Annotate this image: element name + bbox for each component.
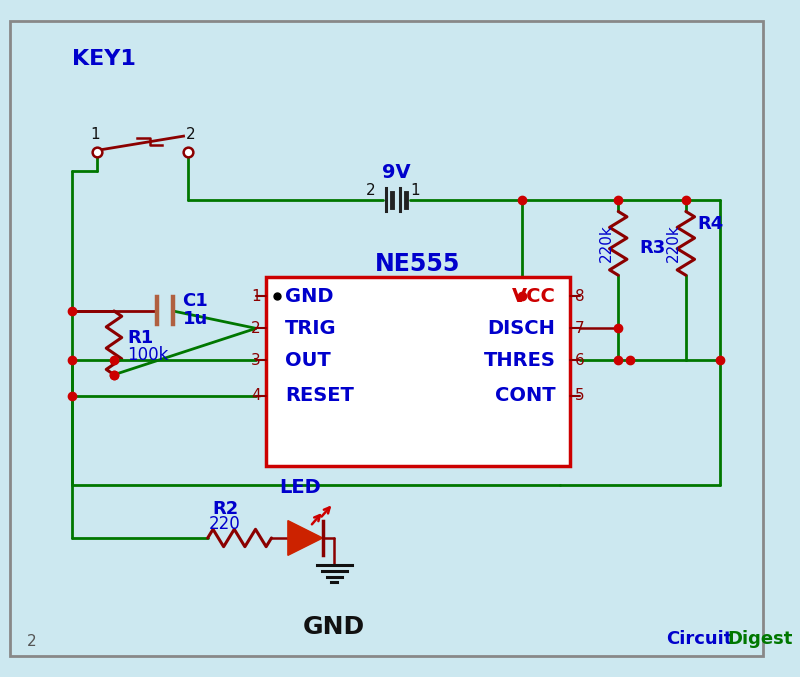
Text: C1: C1 [182, 292, 208, 310]
Text: 220: 220 [210, 515, 241, 533]
Text: TRIG: TRIG [285, 319, 337, 338]
Text: 1: 1 [251, 289, 261, 304]
Text: DISCH: DISCH [487, 319, 555, 338]
Text: R3: R3 [639, 239, 666, 257]
Text: VCC: VCC [511, 287, 555, 306]
Text: 7: 7 [574, 321, 585, 336]
Text: GND: GND [303, 615, 366, 639]
Text: 2: 2 [186, 127, 195, 141]
Text: 2: 2 [366, 183, 376, 198]
Text: OUT: OUT [285, 351, 330, 370]
Text: KEY1: KEY1 [73, 49, 136, 68]
Text: RESET: RESET [285, 387, 354, 406]
Text: 6: 6 [574, 353, 585, 368]
Text: R4: R4 [698, 215, 724, 233]
Text: 4: 4 [251, 389, 261, 403]
Text: 1: 1 [90, 127, 99, 141]
Text: 3: 3 [251, 353, 261, 368]
Bar [266, 277, 570, 466]
Text: 9V: 9V [382, 163, 410, 182]
Text: 220k: 220k [598, 225, 614, 262]
Text: 100k: 100k [127, 347, 169, 364]
Text: 2: 2 [27, 634, 37, 649]
Text: GND: GND [285, 287, 334, 306]
Text: CONT: CONT [495, 387, 555, 406]
Text: Circuit: Circuit [666, 630, 733, 649]
Text: 8: 8 [574, 289, 585, 304]
Text: THRES: THRES [483, 351, 555, 370]
Text: 1: 1 [410, 183, 420, 198]
Text: 5: 5 [574, 389, 585, 403]
Text: Digest: Digest [727, 630, 793, 649]
Polygon shape [288, 521, 322, 555]
Text: NE555: NE555 [375, 252, 461, 276]
Text: 220k: 220k [666, 225, 681, 262]
Text: 1u: 1u [182, 309, 208, 328]
Text: LED: LED [279, 478, 322, 497]
Text: R1: R1 [127, 329, 154, 347]
Text: R2: R2 [212, 500, 238, 518]
Text: 2: 2 [251, 321, 261, 336]
